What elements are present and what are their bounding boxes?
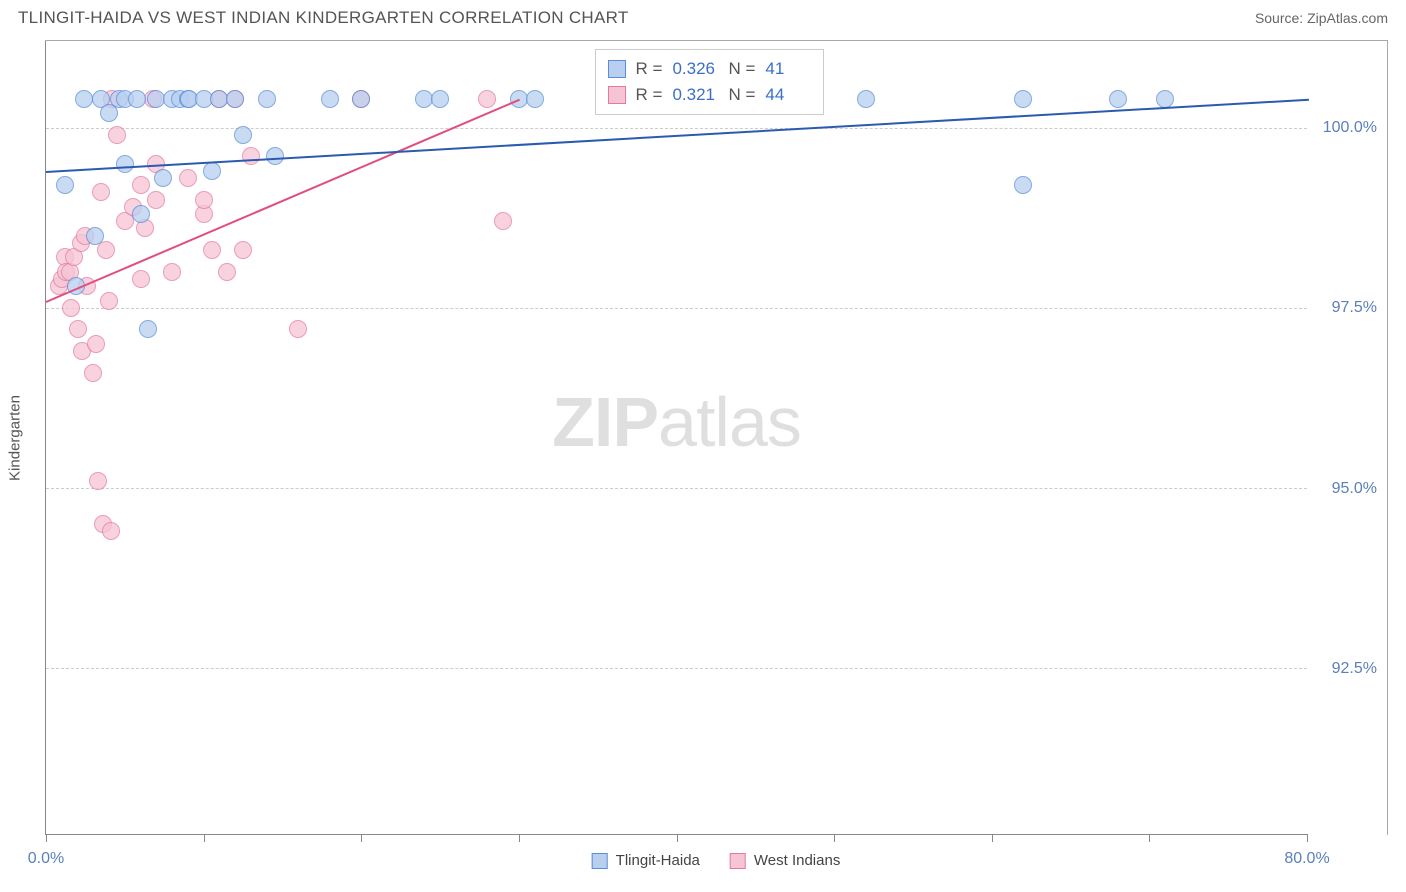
stats-r-label: R = (636, 85, 663, 105)
data-point (352, 90, 370, 108)
data-point (1156, 90, 1174, 108)
y-tick-label: 95.0% (1332, 480, 1377, 498)
data-point (100, 292, 118, 310)
chart-container: Kindergarten ZIPatlas 0.0%80.0%R =0.326N… (45, 40, 1388, 835)
data-point (154, 169, 172, 187)
data-point (147, 191, 165, 209)
data-point (234, 126, 252, 144)
watermark-bold: ZIP (552, 383, 658, 461)
data-point (857, 90, 875, 108)
data-point (116, 155, 134, 173)
watermark: ZIPatlas (552, 382, 801, 462)
stats-r-value: 0.321 (672, 85, 718, 105)
data-point (218, 263, 236, 281)
chart-title: TLINGIT-HAIDA VS WEST INDIAN KINDERGARTE… (18, 8, 629, 28)
x-tick (46, 834, 47, 842)
gridline (46, 308, 1307, 309)
data-point (62, 299, 80, 317)
data-point (242, 147, 260, 165)
data-point (1109, 90, 1127, 108)
data-point (97, 241, 115, 259)
legend-item: Tlingit-Haida (592, 852, 700, 869)
stats-swatch (608, 60, 626, 78)
data-point (266, 147, 284, 165)
x-tick (992, 834, 993, 842)
data-point (84, 364, 102, 382)
chart-source: Source: ZipAtlas.com (1255, 10, 1388, 26)
chart-header: TLINGIT-HAIDA VS WEST INDIAN KINDERGARTE… (0, 0, 1406, 40)
data-point (163, 263, 181, 281)
gridline (46, 488, 1307, 489)
data-point (128, 90, 146, 108)
stats-n-label: N = (728, 85, 755, 105)
data-point (289, 320, 307, 338)
watermark-light: atlas (658, 383, 801, 461)
data-point (526, 90, 544, 108)
stats-n-label: N = (728, 59, 755, 79)
y-tick-label: 100.0% (1323, 119, 1377, 137)
x-tick (677, 834, 678, 842)
data-point (226, 90, 244, 108)
data-point (132, 176, 150, 194)
data-point (139, 320, 157, 338)
data-point (86, 227, 104, 245)
data-point (89, 472, 107, 490)
stats-r-value: 0.326 (672, 59, 718, 79)
data-point (1014, 90, 1032, 108)
data-point (92, 183, 110, 201)
data-point (1014, 176, 1032, 194)
stats-n-value: 44 (765, 85, 811, 105)
data-point (132, 205, 150, 223)
y-tick-label: 97.5% (1332, 299, 1377, 317)
data-point (56, 176, 74, 194)
data-point (494, 212, 512, 230)
x-tick (519, 834, 520, 842)
x-tick (204, 834, 205, 842)
data-point (234, 241, 252, 259)
data-point (75, 90, 93, 108)
legend-label: Tlingit-Haida (616, 852, 700, 869)
x-tick (1149, 834, 1150, 842)
data-point (478, 90, 496, 108)
stats-box: R = 0.326 N = 41 R = 0.321 N = 44 (595, 49, 825, 115)
data-point (102, 522, 120, 540)
x-tick (1307, 834, 1308, 842)
data-point (132, 270, 150, 288)
data-point (203, 241, 221, 259)
data-point (321, 90, 339, 108)
stats-r-label: R = (636, 59, 663, 79)
data-point (431, 90, 449, 108)
stats-n-value: 41 (765, 59, 811, 79)
y-axis-label: Kindergarten (7, 395, 24, 481)
x-tick (361, 834, 362, 842)
legend-item: West Indians (730, 852, 840, 869)
x-tick-label: 80.0% (1284, 850, 1329, 868)
stats-row: R = 0.326 N = 41 (608, 56, 812, 82)
legend-swatch (592, 853, 608, 869)
data-point (87, 335, 105, 353)
x-tick-label: 0.0% (28, 850, 64, 868)
data-point (203, 162, 221, 180)
plot-area: ZIPatlas 0.0%80.0%R =0.326N =41R =0.321N… (45, 41, 1307, 835)
legend-label: West Indians (754, 852, 840, 869)
data-point (258, 90, 276, 108)
y-tick-label: 92.5% (1332, 660, 1377, 678)
data-point (69, 320, 87, 338)
legend: Tlingit-Haida West Indians (592, 852, 841, 869)
stats-swatch (608, 86, 626, 104)
gridline (46, 668, 1307, 669)
data-point (195, 191, 213, 209)
legend-swatch (730, 853, 746, 869)
data-point (179, 169, 197, 187)
data-point (108, 126, 126, 144)
stats-row: R = 0.321 N = 44 (608, 82, 812, 108)
x-tick (834, 834, 835, 842)
